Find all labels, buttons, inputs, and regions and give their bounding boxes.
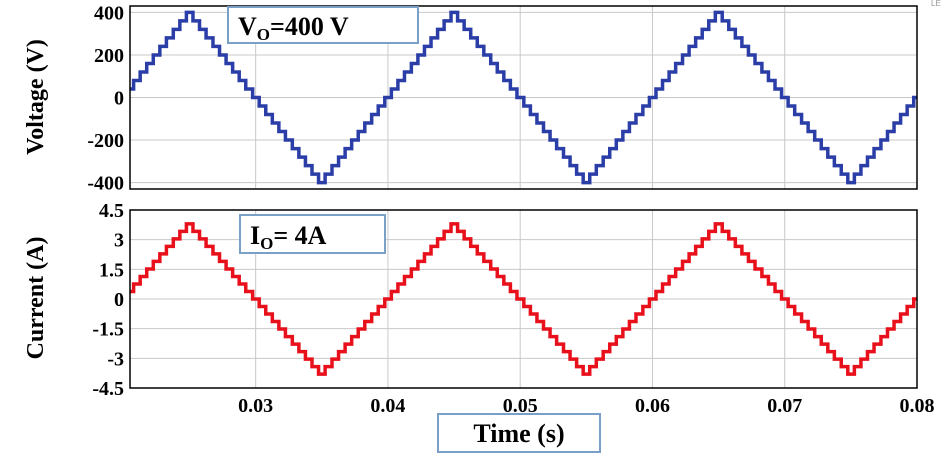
- current-x-ticks: 0.03 0.04 0.05 0.06 0.07 0.08: [238, 395, 934, 417]
- i-y-tick-label-3: 0: [114, 289, 124, 311]
- v-y-tick-label-4: -400: [87, 173, 124, 195]
- current-annotation-box: IO= 4A: [239, 214, 386, 254]
- i-x-tick-label-5: 0.08: [900, 395, 935, 417]
- x-axis-label-box: Time (s): [437, 413, 601, 453]
- voltage-plot-frame: [129, 5, 918, 190]
- i-y-tick-label-0: 4.5: [99, 200, 124, 222]
- current-series-line: [130, 222, 917, 376]
- i-y-tick-label-5: -3: [107, 348, 124, 370]
- i-x-tick-label-1: 0.04: [370, 395, 405, 417]
- voltage-series-line: [130, 10, 917, 185]
- i-y-tick-label-2: 1.5: [99, 259, 124, 281]
- i-x-tick-label-0: 0.03: [238, 395, 273, 417]
- voltage-y-ticks: 400 200 0 -200 -400: [87, 2, 124, 194]
- i-x-tick-label-4: 0.07: [767, 395, 802, 417]
- i-y-tick-label-1: 3: [114, 230, 124, 252]
- voltage-panel: 400 200 0 -200 -400 Voltage (V) VO=400 V LE: [23, 0, 941, 195]
- v-y-tick-label-0: 400: [94, 2, 124, 24]
- voltage-y-axis-label: Voltage (V): [23, 39, 49, 155]
- x-axis-label: Time (s): [473, 419, 564, 448]
- i-x-tick-label-3: 0.06: [635, 395, 670, 417]
- voltage-annotation-text: VO=400 V: [238, 12, 349, 44]
- current-panel: 4.5 3 1.5 0 -1.5 -3 -4.5 Current (A) IO= 4A 0.…: [23, 200, 935, 453]
- i-y-tick-label-4: -1.5: [92, 319, 124, 341]
- corner-mark: LE: [931, 0, 941, 8]
- current-y-ticks: 4.5 3 1.5 0 -1.5 -3 -4.5: [92, 200, 124, 400]
- voltage-annotation-box: VO=400 V: [227, 6, 419, 44]
- current-plot-frame: [129, 209, 918, 389]
- i-x-tick-label-2: 0.05: [503, 395, 538, 417]
- current-annotation-text: IO= 4A: [250, 221, 327, 253]
- v-y-tick-label-2: 0: [114, 88, 124, 110]
- v-y-tick-label-3: -200: [87, 130, 124, 152]
- v-y-tick-label-1: 200: [94, 45, 124, 67]
- current-y-axis-label: Current (A): [23, 237, 49, 360]
- i-y-tick-label-6: -4.5: [92, 378, 124, 400]
